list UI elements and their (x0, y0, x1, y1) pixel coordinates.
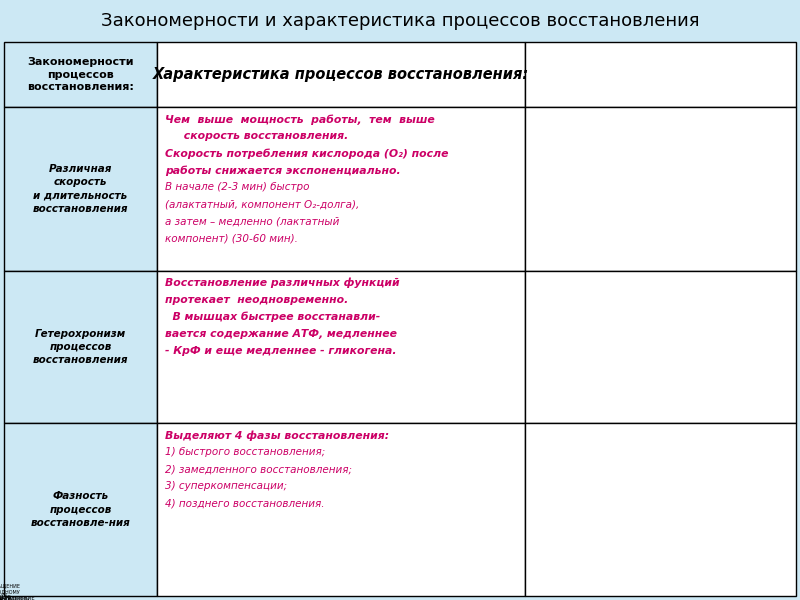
Bar (4, 271, 157, 423)
Text: протекает  неодновременно.: протекает неодновременно. (165, 295, 348, 305)
Bar (157, 107, 525, 271)
Text: Закономерности и характеристика процессов восстановления: Закономерности и характеристика процессо… (101, 12, 699, 30)
Text: 1) быстрого восстановления;: 1) быстрого восстановления; (165, 447, 325, 457)
Bar (157, 423, 525, 596)
Text: 2) замедленного восстановления;: 2) замедленного восстановления; (165, 464, 352, 474)
Text: Различная
скорость
и длительность
восстановления: Различная скорость и длительность восста… (33, 164, 128, 214)
Text: Гетерохронизм
процессов
восстановления: Гетерохронизм процессов восстановления (33, 329, 128, 365)
Text: а затем – медленно (лактатный: а затем – медленно (лактатный (165, 217, 339, 226)
Text: Закономерности
процессов
восстановления:: Закономерности процессов восстановления: (27, 57, 134, 92)
Text: (алактатный, компонент О₂-долга),: (алактатный, компонент О₂-долга), (165, 199, 359, 209)
Text: вается содержание АТФ, медленнее: вается содержание АТФ, медленнее (165, 329, 397, 339)
Bar (4, 423, 157, 596)
Bar (4, 107, 157, 271)
Text: 4) позднего восстановления.: 4) позднего восстановления. (165, 498, 324, 508)
Bar (525, 42, 796, 107)
Text: В начале (2-3 мин) быстро: В начале (2-3 мин) быстро (165, 182, 310, 193)
Bar (525, 423, 796, 596)
Text: 3) суперкомпенсации;: 3) суперкомпенсации; (165, 481, 287, 491)
Bar (157, 271, 525, 423)
Text: скорость восстановления.: скорость восстановления. (165, 131, 348, 142)
Text: Чем  выше  мощность  работы,  тем  выше: Чем выше мощность работы, тем выше (165, 115, 434, 125)
Text: Скорость потребления кислорода (О₂) после: Скорость потребления кислорода (О₂) посл… (165, 148, 448, 159)
Text: работы снижается экспоненциально.: работы снижается экспоненциально. (165, 166, 401, 176)
Text: Фазность
процессов
восстановле-ния: Фазность процессов восстановле-ния (30, 491, 130, 528)
Text: Выделяют 4 фазы восстановления:: Выделяют 4 фазы восстановления: (165, 430, 389, 440)
Bar (525, 271, 796, 423)
Bar (4, 42, 157, 107)
Text: В мышцах быстрее восстанавли-: В мышцах быстрее восстанавли- (165, 312, 380, 322)
Bar (157, 42, 525, 107)
Text: Восстановление различных функций: Восстановление различных функций (165, 278, 399, 289)
Text: компонент) (30-60 мин).: компонент) (30-60 мин). (165, 233, 298, 244)
Bar (525, 107, 796, 271)
Text: - КрФ и еще медленнее - гликогена.: - КрФ и еще медленнее - гликогена. (165, 346, 396, 356)
Text: Характеристика процессов восстановления:: Характеристика процессов восстановления: (153, 67, 529, 82)
